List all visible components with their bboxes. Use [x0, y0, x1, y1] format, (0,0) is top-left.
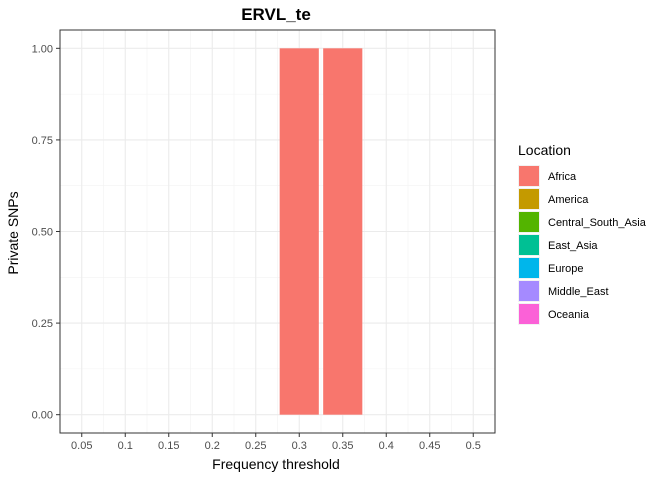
legend-entry-label: East_Asia — [548, 240, 598, 252]
x-tick-label: 0.5 — [466, 440, 481, 452]
x-tick-label: 0.35 — [332, 440, 353, 452]
legend-title: Location — [518, 142, 571, 158]
legend-key — [519, 258, 539, 278]
x-tick-label: 0.15 — [158, 440, 179, 452]
bar — [279, 48, 319, 415]
y-tick-label: 0.00 — [32, 410, 53, 422]
legend-key — [519, 189, 539, 209]
y-tick-label: 0.75 — [32, 135, 53, 147]
legend-key — [519, 166, 539, 186]
legend-entry-label: Oceania — [548, 309, 590, 321]
x-axis-label: Frequency threshold — [212, 456, 340, 472]
x-tick-label: 0.45 — [419, 440, 440, 452]
y-tick-label: 1.00 — [32, 43, 53, 55]
legend-entry-label: Central_South_Asia — [548, 217, 647, 229]
chart-title: ERVL_te — [241, 5, 311, 24]
x-tick-label: 0.2 — [205, 440, 220, 452]
legend-entry-label: Europe — [548, 263, 583, 275]
legend-entry-label: Middle_East — [548, 286, 609, 298]
legend-key — [519, 281, 539, 301]
bar — [323, 48, 363, 415]
plot-area: 0.00 0.25 0.50 0.75 1.00 0.05 0.1 0.15 0.2 0.25 0.… — [32, 29, 496, 452]
legend: Location Africa America Central_South_Asia E… — [518, 142, 647, 325]
legend-key — [519, 235, 539, 255]
x-tick-label: 0.25 — [245, 440, 266, 452]
legend-key — [519, 212, 539, 232]
x-tick-label: 0.1 — [118, 440, 133, 452]
x-tick-label: 0.3 — [292, 440, 307, 452]
y-tick-label: 0.50 — [32, 227, 53, 239]
y-axis-label: Private SNPs — [5, 191, 21, 274]
legend-key — [519, 304, 539, 324]
x-tick-label: 0.4 — [379, 440, 394, 452]
x-tick-label: 0.05 — [71, 440, 92, 452]
y-tick-label: 0.25 — [32, 318, 53, 330]
legend-entry-label: America — [548, 194, 589, 206]
legend-entry-label: Africa — [548, 171, 577, 183]
